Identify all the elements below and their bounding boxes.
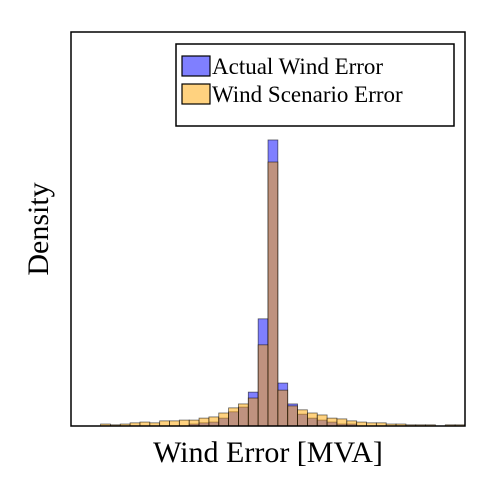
bar: [316, 414, 328, 427]
bar: [257, 344, 269, 427]
bar: [178, 419, 190, 427]
bar: [326, 417, 338, 427]
bar: [346, 420, 358, 427]
bar: [188, 419, 200, 427]
bar: [238, 403, 249, 427]
bar: [297, 409, 308, 427]
bar: [267, 161, 279, 427]
bar: [287, 405, 298, 427]
legend-label: Actual Wind Error: [212, 54, 383, 79]
bar: [198, 417, 210, 427]
bar: [247, 397, 259, 427]
legend-box: [175, 43, 455, 127]
bar: [208, 416, 220, 427]
bar: [218, 412, 230, 427]
bar: [169, 420, 180, 427]
legend-label: Wind Scenario Error: [212, 82, 403, 107]
bar: [336, 418, 348, 427]
bar: [159, 420, 170, 427]
plot-frame: [70, 31, 466, 427]
x-axis-label: Wind Error [MVA]: [153, 436, 383, 469]
legend-swatch: [181, 55, 211, 77]
y-axis-label: Density: [22, 182, 55, 275]
bar: [228, 407, 239, 427]
bar: [277, 389, 289, 427]
legend-swatch: [181, 83, 211, 105]
bar: [306, 412, 318, 427]
